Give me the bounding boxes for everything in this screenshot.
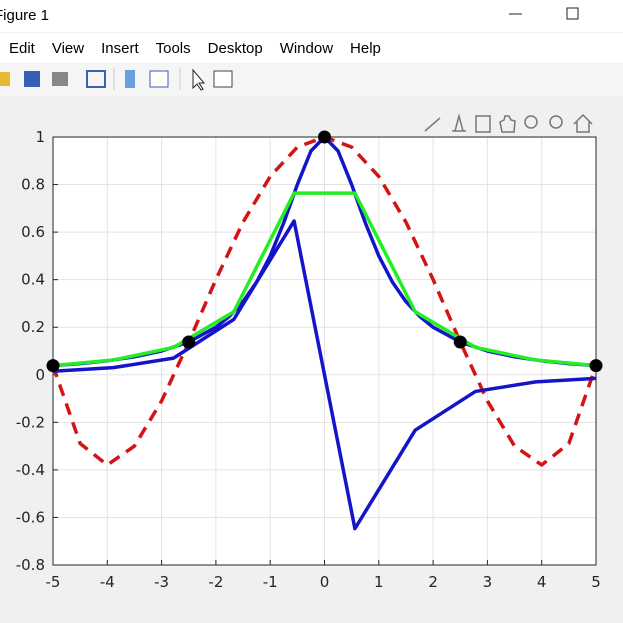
plot: -5 -4 -3 -2 -1 0 1 2 3 4 5 -0.8 -0.6 -0.4 -0.2 0 0.2 0.4 0… [16, 128, 603, 591]
y-tick-label: -0.2 [16, 413, 45, 431]
open-icon[interactable] [0, 72, 10, 86]
marker [318, 130, 331, 144]
y-tick-label: 0.2 [21, 318, 45, 336]
menu-item[interactable]: Desktop [208, 40, 263, 57]
pointer-icon[interactable] [192, 68, 206, 91]
x-tick-label: 5 [591, 573, 601, 591]
menu-item[interactable]: Insert [101, 40, 139, 57]
y-tick-label: 0.8 [21, 176, 45, 194]
menu-item[interactable]: Edit [9, 40, 36, 57]
zoom-out-icon[interactable] [549, 115, 563, 129]
x-tick-label: -3 [154, 573, 169, 591]
y-tick-label: 0 [35, 366, 45, 384]
property-icon[interactable] [213, 70, 233, 88]
y-tick-label: -0.4 [16, 461, 45, 479]
datatip-icon[interactable] [452, 113, 466, 132]
marker [453, 335, 467, 349]
x-tick-label: -4 [100, 573, 115, 591]
y-tick-label: 0.6 [21, 223, 45, 241]
y-tick-label: 0.4 [21, 271, 45, 289]
series-line [52, 191, 597, 368]
zoom-in-icon[interactable] [524, 115, 538, 129]
y-tick-label: 1 [35, 128, 45, 146]
window-title: Figure 1 [0, 7, 49, 24]
legend-icon[interactable] [149, 70, 169, 88]
toolbar [0, 64, 623, 96]
y-tick-label: -0.8 [16, 556, 45, 574]
x-tick-label: -2 [208, 573, 223, 591]
menu: Edit View Insert Tools Desktop Window Help [9, 40, 381, 57]
maximize-button[interactable] [566, 7, 579, 20]
series-line [52, 219, 597, 531]
title-bar [0, 0, 623, 32]
marker [46, 359, 60, 373]
link-icon[interactable] [86, 70, 106, 88]
x-tick-label: 4 [537, 573, 547, 591]
print-icon[interactable] [52, 72, 68, 86]
menu-item[interactable]: Help [350, 40, 381, 57]
home-icon[interactable] [573, 113, 593, 133]
brush-icon[interactable] [424, 117, 441, 132]
x-tick-label: 1 [374, 573, 384, 591]
x-tick-label: -5 [46, 573, 61, 591]
insert-icon[interactable] [475, 115, 491, 133]
menu-item[interactable]: View [52, 40, 84, 57]
x-tick-label: 2 [428, 573, 438, 591]
axes-toolbar [424, 113, 593, 133]
colorbar-icon[interactable] [125, 70, 135, 88]
x-tick-label: 3 [483, 573, 493, 591]
toolbar-icons [0, 68, 233, 91]
menu-item[interactable]: Window [280, 40, 334, 57]
marker [182, 335, 196, 349]
x-tick-label: 0 [320, 573, 330, 591]
y-tick-label: -0.6 [16, 508, 45, 526]
pan-icon[interactable] [499, 115, 516, 133]
save-icon[interactable] [24, 71, 40, 87]
menu-bar [0, 33, 623, 63]
marker [589, 359, 603, 373]
menu-item[interactable]: Tools [156, 40, 191, 57]
x-tick-label: -1 [263, 573, 278, 591]
